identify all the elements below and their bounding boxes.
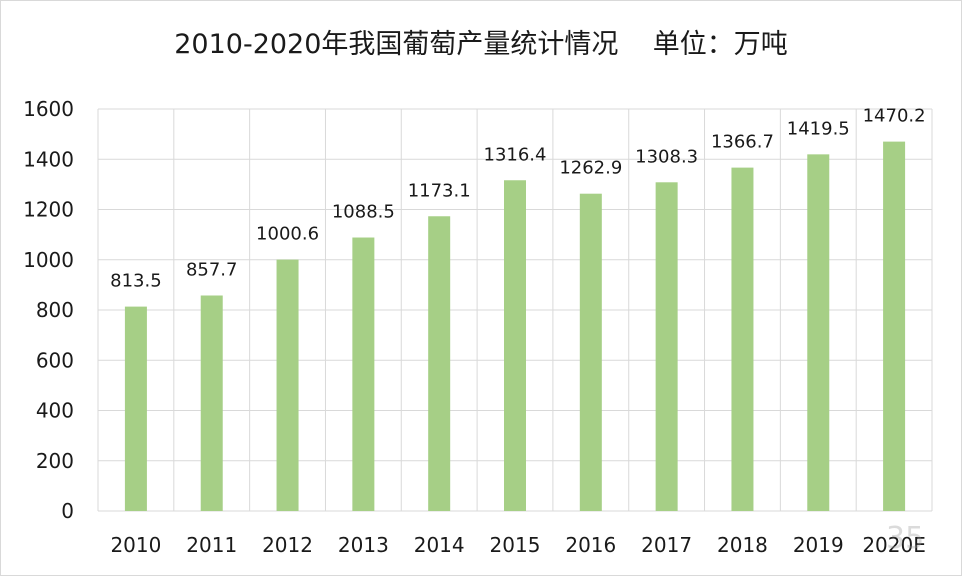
x-category-label: 2015 xyxy=(490,533,541,557)
bar-2011 xyxy=(200,295,223,511)
x-category-label: 2014 xyxy=(414,533,465,557)
x-category-label: 2020E xyxy=(862,533,926,557)
bar-2010 xyxy=(124,306,147,511)
y-tick-label: 1000 xyxy=(23,248,74,272)
data-label-2016: 1262.9 xyxy=(559,158,622,179)
y-axis-ticks: 0 200 400 600 800 1000 1200 1400 1600 xyxy=(23,97,74,523)
x-category-label: 2016 xyxy=(565,533,616,557)
y-tick-label: 0 xyxy=(61,499,74,523)
bar-2013 xyxy=(352,237,375,511)
data-label-2019: 1419.5 xyxy=(787,118,850,139)
bar-2018 xyxy=(731,167,754,511)
data-label-2011: 857.7 xyxy=(186,260,238,281)
y-tick-label: 200 xyxy=(36,449,74,473)
data-label-2012: 1000.6 xyxy=(256,224,319,245)
bar-2017 xyxy=(655,182,678,512)
svg-text:35: 35 xyxy=(886,521,924,556)
bar-2014 xyxy=(428,216,451,512)
bar-2020E xyxy=(883,141,906,511)
y-tick-label: 400 xyxy=(36,399,74,423)
y-tick-label: 800 xyxy=(36,298,74,322)
y-tick-label: 1600 xyxy=(23,97,74,121)
y-tick-label: 1200 xyxy=(23,198,74,222)
bar-2015 xyxy=(504,180,526,511)
x-category-label: 2017 xyxy=(641,533,692,557)
data-label-2013: 1088.5 xyxy=(332,202,395,223)
chart-title: 2010-2020年我国葡萄产量统计情况 单位：万吨 xyxy=(174,29,788,60)
data-label-2015: 1316.4 xyxy=(484,144,547,165)
data-label-2014: 1173.1 xyxy=(408,180,471,201)
x-category-label: 2010 xyxy=(110,533,161,557)
data-label-2017: 1308.3 xyxy=(635,146,698,167)
bar-2019 xyxy=(807,154,830,511)
y-tick-label: 600 xyxy=(36,348,74,372)
watermark-logo: 35 xyxy=(886,521,924,556)
data-label-2020E: 1470.2 xyxy=(863,106,926,127)
x-category-label: 2018 xyxy=(717,533,768,557)
y-tick-label: 1400 xyxy=(23,147,74,171)
data-label-2010: 813.5 xyxy=(110,271,162,292)
data-labels: 813.5 857.7 1000.6 1088.5 1173.1 1316.4 1262.9… xyxy=(110,106,925,292)
x-category-label: 2011 xyxy=(186,533,237,557)
data-label-2018: 1366.7 xyxy=(711,132,774,153)
x-axis-categories: 2010 2011 2012 2013 2014 2015 2016 2017 2018 2019… xyxy=(110,533,925,557)
x-category-label: 2013 xyxy=(338,533,389,557)
x-category-label: 2012 xyxy=(262,533,313,557)
bar-2012 xyxy=(276,259,299,511)
x-category-label: 2019 xyxy=(793,533,844,557)
bar-2016 xyxy=(579,193,602,511)
bar-series xyxy=(124,141,906,512)
